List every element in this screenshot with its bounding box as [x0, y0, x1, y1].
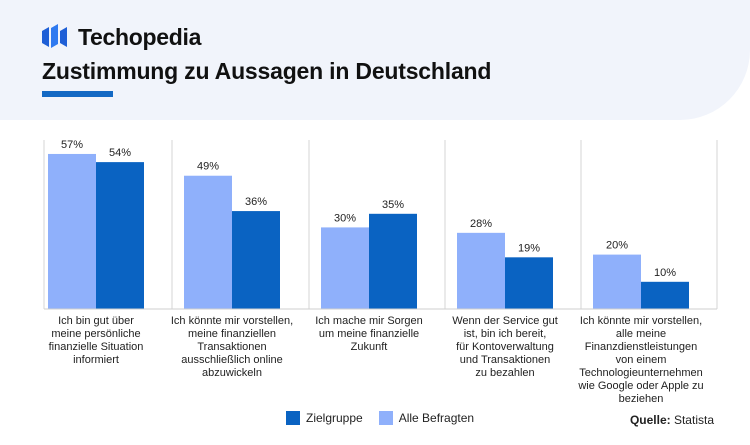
legend-label-alle-befragten: Alle Befragten: [398, 411, 475, 425]
chart-legend: Zielgruppe Alle Befragten: [286, 411, 490, 425]
source-label: Quelle:: [629, 413, 671, 427]
value-label-alle-befragten-3: 28%: [470, 218, 492, 230]
header-background: [0, 0, 750, 120]
chart-title: Zustimmung zu Aussagen in Deutschland: [42, 58, 492, 84]
bar-alle-befragten-1: [184, 175, 232, 309]
bar-alle-befragten-0: [48, 153, 96, 309]
value-label-zielgruppe-4: 10%: [654, 267, 676, 279]
category-label-3: Wenn der Service gut ist, bin ich bereit,…: [452, 315, 558, 379]
category-label-1: Ich könnte mir vorstellen, meine finanzie…: [171, 315, 293, 379]
bar-alle-befragten-4: [593, 254, 641, 309]
value-label-zielgruppe-0: 54%: [109, 147, 131, 159]
bar-zielgruppe-0: [96, 162, 144, 309]
title-underline: [42, 91, 113, 97]
bar-zielgruppe-1: [232, 211, 280, 309]
value-label-zielgruppe-2: 35%: [382, 199, 404, 211]
legend-item-zielgruppe: Zielgruppe: [286, 411, 363, 425]
legend-item-alle-befragten: Alle Befragten: [378, 411, 475, 425]
legend-label-zielgruppe: Zielgruppe: [306, 411, 363, 425]
bar-alle-befragten-3: [457, 232, 505, 309]
value-label-alle-befragten-2: 30%: [334, 212, 356, 224]
bar-zielgruppe-3: [505, 257, 553, 309]
source-note: Quelle: Statista: [630, 413, 714, 427]
category-label-0: Ich bin gut über meine persönliche finanzi…: [49, 315, 144, 366]
value-label-zielgruppe-3: 19%: [518, 242, 540, 254]
value-label-alle-befragten-0: 57%: [61, 139, 83, 151]
bar-zielgruppe-4: [641, 281, 689, 309]
source-value: Statista: [673, 413, 714, 427]
legend-swatch-zielgruppe: [286, 411, 300, 425]
value-label-alle-befragten-4: 20%: [606, 240, 628, 252]
category-label-2: Ich mache mir Sorgen um meine finanzielle…: [315, 315, 423, 353]
value-label-zielgruppe-1: 36%: [245, 196, 267, 208]
techopedia-logo-icon: [42, 24, 67, 48]
value-label-alle-befragten-1: 49%: [197, 161, 219, 173]
bar-alle-befragten-2: [321, 227, 369, 309]
brand-name: Techopedia: [78, 23, 202, 50]
legend-swatch-alle-befragten: [378, 411, 393, 425]
category-label-4: Ich könnte mir vorstellen, alle meine Fina…: [577, 315, 703, 405]
brand-logo[interactable]: Techopedia: [42, 22, 201, 52]
bar-zielgruppe-2: [369, 213, 417, 309]
